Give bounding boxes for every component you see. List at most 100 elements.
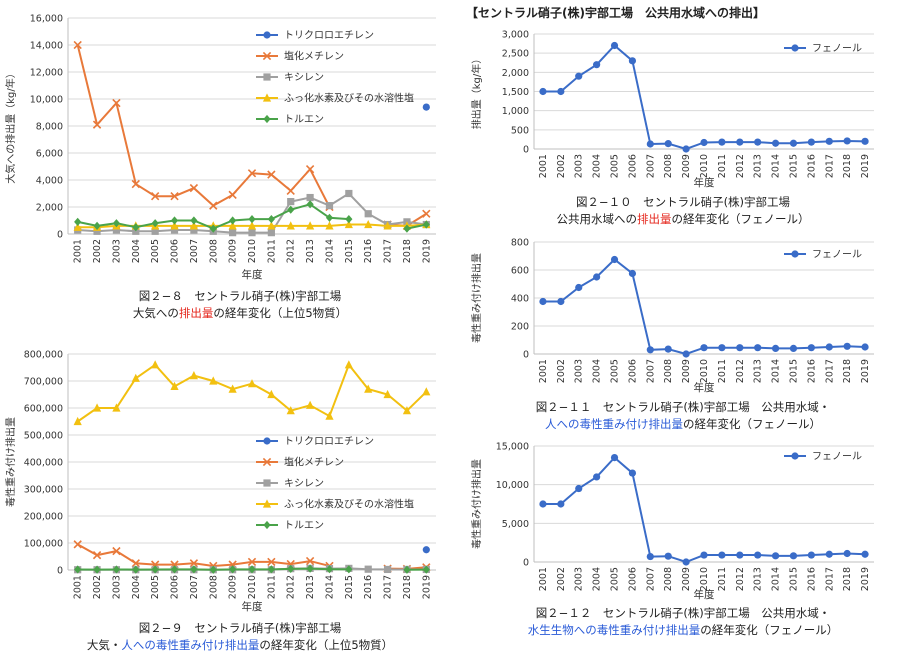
data-point: [383, 389, 392, 399]
data-point: [789, 344, 798, 352]
x-tick-label: 2013: [753, 567, 764, 591]
data-point: [403, 224, 411, 233]
data-point: [112, 219, 121, 228]
data-point: [825, 137, 833, 145]
data-point: [682, 350, 690, 358]
data-point: [170, 221, 179, 230]
x-tick-label: 2006: [627, 359, 638, 383]
x-tick-label: 2019: [860, 359, 871, 383]
data-point: [807, 551, 815, 559]
caption-post: の経年変化（上位5物質）: [213, 306, 348, 320]
data-point: [92, 403, 102, 412]
legend-label: フェノール: [812, 250, 862, 261]
data-point: [189, 371, 198, 380]
y-tick-label: 0: [57, 566, 63, 577]
data-point: [132, 223, 140, 232]
y-tick-label: 0: [523, 558, 529, 569]
x-tick-label: 2012: [286, 239, 297, 263]
x-tick-label: 2006: [170, 575, 181, 599]
data-point: [364, 219, 373, 229]
data-point: [422, 565, 430, 574]
y-tick-label: 100,000: [24, 539, 63, 550]
caption-pre: 大気・: [86, 638, 122, 652]
x-tick-label: 2003: [111, 239, 122, 263]
legend-label: 塩化メチレン: [284, 50, 344, 63]
y-tick-label: 5,000: [502, 519, 529, 530]
caption-pre: 公共用水域への: [556, 212, 638, 226]
series-1: [539, 41, 869, 153]
data-point: [682, 558, 690, 566]
data-point: [286, 406, 295, 415]
data-point: [364, 565, 372, 573]
data-point: [422, 220, 430, 229]
series-4: [73, 360, 431, 426]
y-tick-label: 4,000: [36, 176, 63, 187]
y-tick-label: 0: [523, 145, 529, 156]
caption-pre: 大気への: [132, 306, 179, 320]
data-point: [825, 550, 833, 558]
legend-marker: [791, 44, 799, 52]
x-tick-label: 2016: [806, 154, 817, 178]
x-tick-label: 2008: [208, 575, 219, 599]
data-point: [682, 145, 690, 153]
data-point: [325, 221, 334, 230]
legend-marker: [262, 499, 272, 508]
data-point: [112, 226, 121, 234]
x-tick-label: 2007: [645, 567, 656, 591]
data-point: [789, 139, 798, 147]
x-tick-label: 2019: [860, 154, 871, 178]
data-point: [305, 165, 315, 174]
caption-fig2-10: 図２−１０ セントラル硝子(株)宇部工場 公共用水域への排出量の経年変化（フェノ…: [466, 194, 900, 228]
y-tick-label: 14,000: [30, 41, 63, 52]
legend-marker: [263, 73, 271, 81]
x-axis-label: 年度: [694, 176, 715, 189]
legend-marker: [263, 520, 271, 530]
y-tick-label: 10,000: [496, 480, 529, 491]
y-tick-label: 500,000: [24, 431, 63, 442]
x-tick-label: 2009: [681, 154, 692, 178]
y-tick-label: 800,000: [24, 350, 63, 361]
y-tick-label: 2,000: [502, 68, 529, 79]
y-axis-label: 毒性重み付け排出量: [470, 253, 483, 343]
data-point: [700, 138, 708, 147]
data-point: [754, 138, 762, 146]
data-point: [306, 221, 315, 230]
x-tick-label: 2016: [363, 575, 374, 599]
data-point: [248, 565, 256, 574]
legend-label: フェノール: [812, 452, 862, 463]
x-tick-label: 2014: [324, 575, 335, 599]
x-tick-label: 2015: [344, 575, 355, 599]
x-tick-label: 2017: [824, 359, 835, 383]
data-point: [345, 215, 353, 224]
x-tick-label: 2016: [806, 567, 817, 591]
chart-fig2-12: 0 5,000 10,000 15,000 2001 2002 2003 2004 2005 20…: [470, 442, 874, 601]
data-point: [248, 229, 256, 237]
x-tick-label: 2006: [170, 239, 181, 263]
series-1: [539, 454, 869, 566]
y-tick-label: 1,000: [502, 106, 529, 117]
data-point: [628, 269, 637, 278]
x-tick-label: 2019: [421, 575, 432, 599]
y-tick-label: 600: [511, 266, 529, 277]
legend-marker: [791, 250, 799, 258]
caption-fig2-9: 図２−９ セントラル硝子(株)宇部工場 大気・人への毒性重み付け排出量の経年変化…: [30, 620, 450, 654]
data-point: [209, 376, 218, 385]
data-point: [209, 201, 218, 210]
data-point: [267, 389, 276, 399]
x-tick-label: 2017: [383, 575, 394, 599]
data-point: [664, 552, 672, 560]
data-point: [771, 552, 780, 560]
x-tick-label: 2012: [286, 575, 297, 599]
legend-marker: [791, 452, 799, 460]
x-tick-label: 2002: [92, 239, 103, 263]
x-tick-label: 2004: [592, 567, 603, 591]
series-line: [542, 44, 866, 151]
data-point: [112, 546, 121, 556]
data-point: [189, 559, 199, 568]
data-point: [628, 57, 637, 65]
x-tick-label: 2009: [228, 575, 239, 599]
x-tick-label: 2009: [681, 567, 692, 591]
series-2: [73, 40, 431, 231]
data-point: [267, 170, 276, 179]
data-point: [112, 98, 121, 108]
